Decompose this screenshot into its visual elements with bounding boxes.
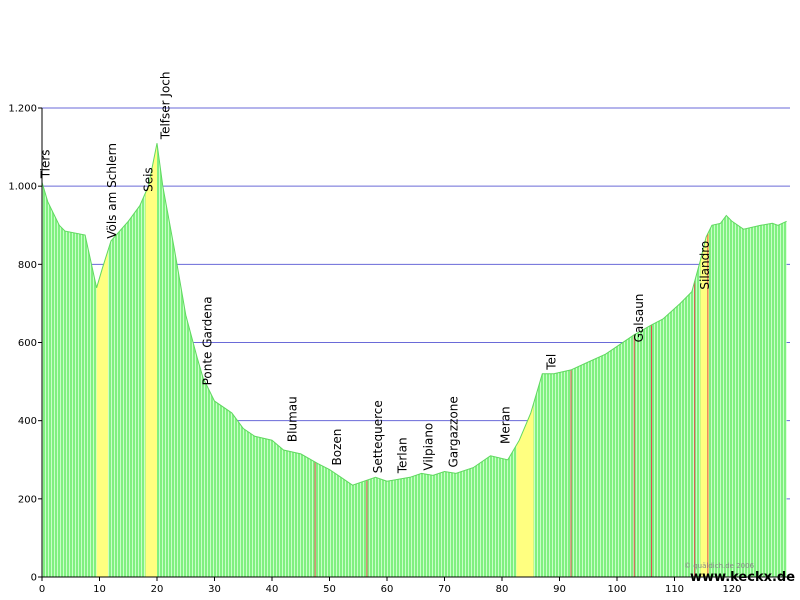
place-labels: Tiers Völs am Schlern Seis Telfser Joch Pont…	[39, 71, 713, 474]
place-label: Terlan	[396, 437, 410, 474]
y-tick-label: 600	[18, 338, 37, 349]
x-tick-label: 110	[665, 584, 684, 595]
axes: 0 200 400 600 800 1.000 1.200 0 10 20 30 40 50 60 70 80…	[8, 104, 790, 595]
y-tick-label: 1.000	[8, 182, 37, 193]
highlight-band	[96, 250, 109, 577]
place-label: Telfser Joch	[159, 71, 173, 140]
x-tick-label: 40	[266, 584, 279, 595]
place-label: Bozen	[330, 429, 344, 466]
y-tick-label: 0	[31, 573, 37, 584]
y-tick-label: 400	[18, 416, 37, 427]
copyright-note: © quäldich.de 2006	[684, 562, 755, 570]
place-label: Blumau	[286, 396, 300, 442]
x-tick-label: 10	[93, 584, 106, 595]
x-tick-label: 90	[553, 584, 566, 595]
place-label: Silandro	[698, 241, 712, 290]
x-tick-label: 20	[151, 584, 164, 595]
place-label: Settequerce	[371, 400, 385, 473]
place-label: Meran	[498, 406, 512, 444]
place-label: Ponte Gardena	[201, 296, 215, 385]
highlight-band	[700, 231, 709, 577]
x-tick-label: 100	[607, 584, 626, 595]
area-layer	[42, 143, 787, 577]
place-label: Völs am Schlern	[105, 143, 119, 239]
x-tick-label: 30	[208, 584, 221, 595]
site-url: www.keckx.de	[690, 570, 795, 585]
x-tick-label: 80	[496, 584, 509, 595]
place-label: Vilpiano	[421, 423, 435, 471]
highlight-band	[145, 143, 157, 577]
elevation-outline	[42, 143, 787, 486]
place-label: Tel	[545, 354, 559, 371]
x-tick-label: 120	[722, 584, 741, 595]
highlight-band	[516, 403, 534, 577]
place-label: Seis	[141, 167, 155, 192]
elevation-area	[42, 143, 787, 577]
y-tick-label: 800	[18, 260, 37, 271]
x-tick-label: 60	[381, 584, 394, 595]
y-tick-label: 1.200	[8, 104, 37, 115]
place-label: Tiers	[39, 149, 53, 179]
y-tick-label: 200	[18, 494, 37, 505]
x-tick-label: 70	[438, 584, 451, 595]
x-tick-label: 50	[323, 584, 336, 595]
place-label: Galsaun	[632, 294, 646, 343]
x-tick-label: 0	[39, 584, 45, 595]
place-label: Gargazzone	[447, 396, 461, 467]
